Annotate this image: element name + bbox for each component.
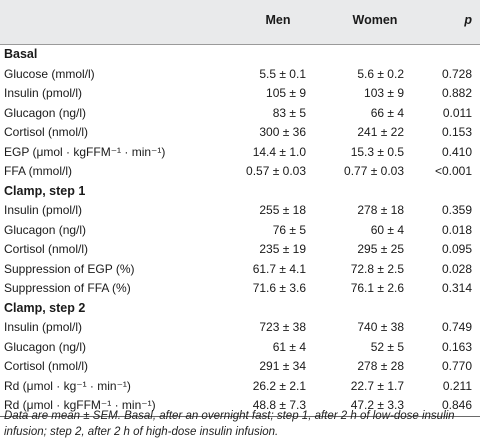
table-row: FFA (mmol/l) 0.57 ± 0.03 0.77 ± 0.03 <0.001 xyxy=(0,162,480,182)
men-value: 71.6 ± 3.6 xyxy=(252,281,306,295)
men-value: 61 ± 4 xyxy=(272,339,306,354)
men-value: 83 ± 5 xyxy=(272,105,306,120)
men-value: 14.4 ± 1.0 xyxy=(252,144,306,159)
p-value: 0.410 xyxy=(441,144,472,159)
p-value: 0.153 xyxy=(441,125,472,139)
table-row: Suppression of FFA (%) 71.6 ± 3.6 76.1 ± 2… xyxy=(0,279,480,299)
section-label: Basal xyxy=(4,47,38,61)
p-value: 0.095 xyxy=(441,242,472,256)
p-value: <0.001 xyxy=(434,164,472,178)
section-heading: Basal xyxy=(0,45,480,65)
men-value: 723 ± 38 xyxy=(259,320,306,334)
table-footnote: Data are mean ± SEM. Basal, after an ove… xyxy=(4,410,455,438)
table-row: Cortisol (nmol/l) 300 ± 36 241 ± 22 0.153 xyxy=(0,123,480,143)
row-label: Glucagon (ng/l) xyxy=(4,339,87,354)
p-value: 0.770 xyxy=(441,359,472,373)
p-value: 0.846 xyxy=(441,398,472,412)
men-value: 26.2 ± 2.1 xyxy=(252,378,306,393)
row-label: Suppression of EGP (%) xyxy=(4,261,135,276)
row-label: Cortisol (nmol/l) xyxy=(4,242,89,256)
table-row: EGP (μmol · kgFFM⁻¹ · min⁻¹) 14.4 ± 1.0 15… xyxy=(0,143,480,163)
header-rule xyxy=(0,44,480,45)
women-value: 278 ± 28 xyxy=(357,359,404,373)
row-label: Insulin (pmol/l) xyxy=(4,203,83,217)
p-value: 0.749 xyxy=(441,320,472,334)
men-value: 291 ± 34 xyxy=(259,359,306,373)
table-row: Glucagon (ng/l) 83 ± 5 66 ± 4 0.011 xyxy=(0,104,480,124)
men-value: 48.8 ± 7.3 xyxy=(252,398,306,412)
table-row: Suppression of EGP (%) 61.7 ± 4.1 72.8 ± 2… xyxy=(0,260,480,280)
women-value: 5.6 ± 0.2 xyxy=(357,66,404,81)
section-label: Clamp, step 2 xyxy=(4,300,86,315)
p-value: 0.882 xyxy=(441,86,472,100)
women-value: 60 ± 4 xyxy=(370,222,404,237)
table-row: Insulin (pmol/l) 105 ± 9 103 ± 9 0.882 xyxy=(0,84,480,104)
women-value: 241 ± 22 xyxy=(357,125,404,139)
p-value: 0.011 xyxy=(442,105,472,120)
women-value: 66 ± 4 xyxy=(370,105,404,120)
row-label: Cortisol (nmol/l) xyxy=(4,125,89,139)
section-heading: Clamp, step 1 xyxy=(0,182,480,202)
row-label: Glucose (mmol/l) xyxy=(4,66,95,81)
table-bottom-rule xyxy=(0,415,480,417)
men-value: 5.5 ± 0.1 xyxy=(259,66,306,81)
table-body: Basal Glucose (mmol/l) 5.5 ± 0.1 5.6 ± 0.2 0… xyxy=(0,45,480,416)
p-value: 0.163 xyxy=(441,339,472,354)
row-label: Glucagon (ng/l) xyxy=(4,105,87,120)
men-value: 61.7 ± 4.1 xyxy=(252,261,306,276)
table-row: Insulin (pmol/l) 255 ± 18 278 ± 18 0.359 xyxy=(0,201,480,221)
men-value: 76 ± 5 xyxy=(272,222,306,237)
table-row: Cortisol (nmol/l) 291 ± 34 278 ± 28 0.770 xyxy=(0,357,480,377)
header-men: Men xyxy=(265,13,291,27)
table-row: Rd (μmol · kgFFM⁻¹ · min⁻¹) 48.8 ± 7.3 47.… xyxy=(0,396,480,416)
p-value: 0.728 xyxy=(441,66,472,81)
women-value: 72.8 ± 2.5 xyxy=(350,261,404,276)
row-label: Rd (μmol · kg⁻¹ · min⁻¹) xyxy=(4,378,131,393)
table-row: Glucagon (ng/l) 61 ± 4 52 ± 5 0.163 xyxy=(0,338,480,358)
table-row: Rd (μmol · kg⁻¹ · min⁻¹) 26.2 ± 2.1 22.7 ±… xyxy=(0,377,480,397)
row-label: Insulin (pmol/l) xyxy=(4,320,83,334)
header-p: p xyxy=(464,13,472,27)
section-heading: Clamp, step 2 xyxy=(0,299,480,319)
p-value: 0.211 xyxy=(442,378,472,393)
women-value: 76.1 ± 2.6 xyxy=(350,281,404,295)
men-value: 235 ± 19 xyxy=(259,242,306,256)
p-value: 0.314 xyxy=(441,281,472,295)
table-header: Men Women p xyxy=(0,0,480,44)
table-row: Cortisol (nmol/l) 235 ± 19 295 ± 25 0.095 xyxy=(0,240,480,260)
men-value: 255 ± 18 xyxy=(259,203,306,217)
women-value: 47.2 ± 3.3 xyxy=(350,398,404,412)
row-label: Cortisol (nmol/l) xyxy=(4,359,89,373)
women-value: 22.7 ± 1.7 xyxy=(350,378,404,393)
row-label: Suppression of FFA (%) xyxy=(4,281,131,295)
men-value: 105 ± 9 xyxy=(266,86,306,100)
women-value: 295 ± 25 xyxy=(357,242,404,256)
results-table: Men Women p Basal Glucose (mmol/l) 5.5 ± 0… xyxy=(0,0,480,417)
p-value: 0.018 xyxy=(441,222,472,237)
women-value: 278 ± 18 xyxy=(357,203,404,217)
table-row: Insulin (pmol/l) 723 ± 38 740 ± 38 0.749 xyxy=(0,318,480,338)
section-label: Clamp, step 1 xyxy=(4,183,86,198)
row-label: Rd (μmol · kgFFM⁻¹ · min⁻¹) xyxy=(4,398,156,412)
row-label: Insulin (pmol/l) xyxy=(4,86,83,100)
men-value: 0.57 ± 0.03 xyxy=(246,164,306,178)
women-value: 103 ± 9 xyxy=(364,86,404,100)
header-women: Women xyxy=(352,13,398,27)
table-row: Glucagon (ng/l) 76 ± 5 60 ± 4 0.018 xyxy=(0,221,480,241)
women-value: 52 ± 5 xyxy=(370,339,404,354)
women-value: 740 ± 38 xyxy=(357,320,404,334)
row-label: Glucagon (ng/l) xyxy=(4,222,87,237)
table-row: Glucose (mmol/l) 5.5 ± 0.1 5.6 ± 0.2 0.728 xyxy=(0,65,480,85)
row-label: EGP (μmol · kgFFM⁻¹ · min⁻¹) xyxy=(4,144,166,159)
men-value: 300 ± 36 xyxy=(259,125,306,139)
p-value: 0.028 xyxy=(441,261,472,276)
row-label: FFA (mmol/l) xyxy=(4,164,72,178)
p-value: 0.359 xyxy=(441,203,472,217)
women-value: 15.3 ± 0.5 xyxy=(350,144,404,159)
women-value: 0.77 ± 0.03 xyxy=(344,164,404,178)
